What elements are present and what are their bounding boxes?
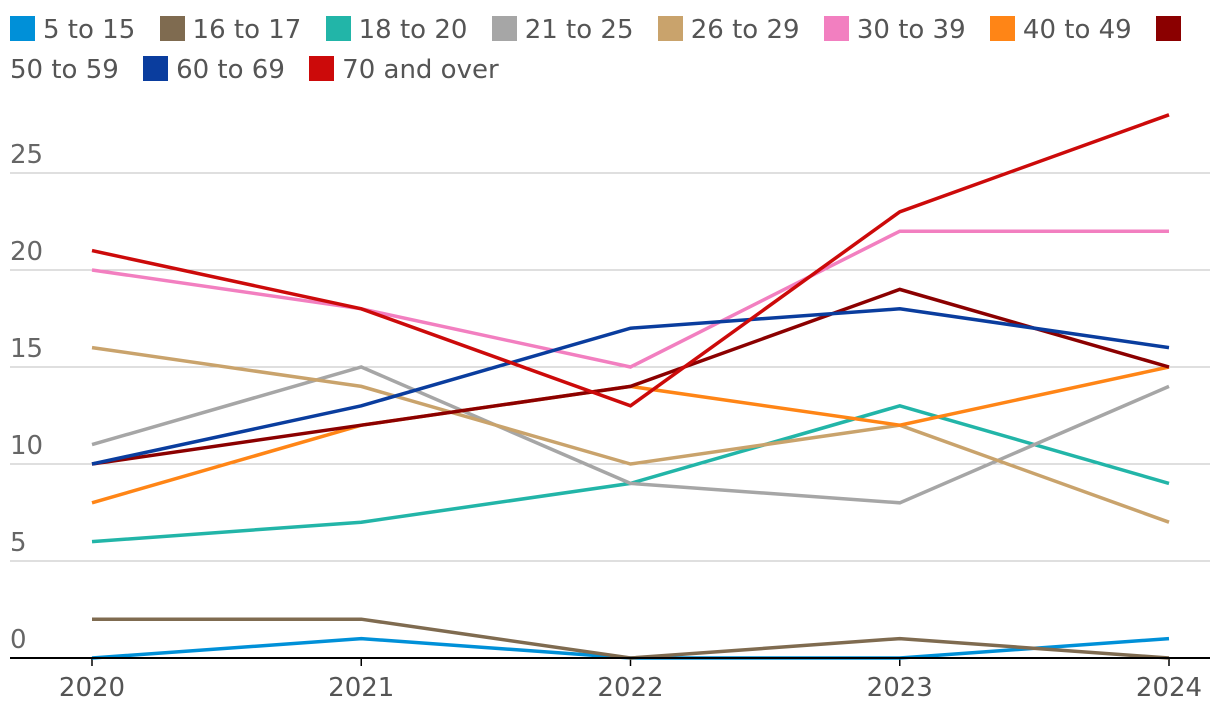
y-tick-label: 20 (10, 237, 43, 267)
legend-swatch (823, 16, 849, 41)
x-tick-label: 2024 (1136, 673, 1202, 703)
series-line-18-to-20 (91, 403, 1170, 544)
legend-swatch (657, 16, 683, 41)
y-tick-label: 15 (10, 334, 43, 364)
y-axis-ticks: 0 5 10 15 20 25 (10, 140, 43, 655)
series-line-60-to-69 (91, 307, 1170, 466)
legend-label: 16 to 17 (192, 15, 302, 45)
legend-item: 21 to 25 (491, 15, 634, 45)
legend-label: 60 to 69 (176, 55, 285, 85)
y-tick-label: 0 (10, 625, 27, 655)
series-line-70-and-over (91, 113, 1170, 408)
x-tick-label: 2022 (597, 673, 663, 703)
x-tick-label: 2021 (328, 673, 394, 703)
legend-swatch (309, 56, 335, 81)
series-line-50-to-59 (91, 287, 1170, 466)
legend-item: 5 to 15 (10, 15, 135, 45)
y-tick-label: 10 (10, 431, 43, 461)
series-line-5-to-15 (91, 636, 1170, 660)
legend-label: 26 to 29 (690, 15, 800, 45)
y-tick-label: 5 (10, 528, 27, 558)
series-line-26-to-29 (91, 345, 1170, 524)
series-lines (91, 113, 1170, 660)
legend-label: 5 to 15 (43, 15, 136, 45)
x-axis-ticks: 2020 2021 2022 2023 2024 (59, 658, 1202, 703)
legend-swatch (10, 16, 35, 41)
legend-label: 70 and over (342, 55, 499, 85)
legend-item: 16 to 17 (159, 15, 302, 45)
legend-item: 60 to 69 (143, 55, 285, 85)
legend-item: 30 to 39 (823, 15, 966, 45)
legend-label: 18 to 20 (358, 15, 468, 45)
legend-swatch (325, 16, 351, 41)
legend-swatch (491, 16, 517, 41)
legend-label: 21 to 25 (524, 15, 634, 45)
legend-item: 50 to 59 (10, 15, 1189, 85)
legend-label: 50 to 59 (10, 55, 119, 85)
legend-label: 30 to 39 (856, 15, 966, 45)
legend-item: 40 to 49 (989, 15, 1132, 45)
legend-swatch (159, 16, 185, 41)
series-line-21-to-25 (91, 365, 1170, 505)
series-line-16-to-17 (92, 617, 1170, 660)
series-line-30-to-39 (91, 229, 1169, 369)
legend-item: 18 to 20 (325, 15, 468, 45)
legend-swatch (989, 16, 1015, 41)
x-tick-label: 2020 (59, 673, 125, 703)
legend-item: 70 and over (309, 55, 499, 85)
legend-swatch (1156, 16, 1181, 41)
legend: 5 to 15 16 to 17 18 to 20 21 to 25 26 to… (10, 10, 1215, 90)
x-tick-label: 2023 (867, 673, 933, 703)
y-tick-label: 25 (10, 140, 43, 170)
legend-item: 26 to 29 (657, 15, 800, 45)
legend-label: 40 to 49 (1022, 15, 1132, 45)
legend-swatch (143, 56, 169, 81)
